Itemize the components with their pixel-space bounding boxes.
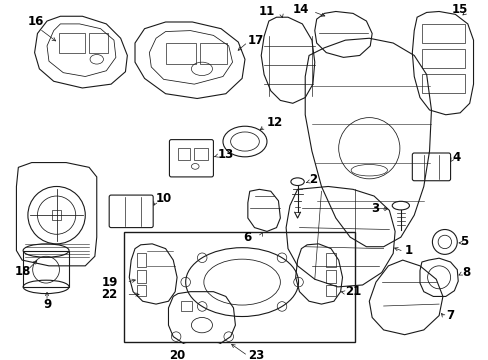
Bar	[421, 74, 464, 93]
Text: 11: 11	[258, 5, 275, 18]
Bar	[165, 43, 196, 64]
Bar	[325, 285, 335, 296]
Bar	[89, 33, 108, 53]
Text: 16: 16	[28, 14, 44, 27]
Text: 8: 8	[461, 266, 469, 279]
Bar	[137, 270, 146, 283]
Bar	[421, 49, 464, 68]
Text: 19: 19	[101, 276, 118, 289]
Bar	[325, 253, 335, 267]
Text: 21: 21	[345, 285, 361, 298]
Bar	[325, 270, 335, 283]
Text: 22: 22	[102, 288, 118, 301]
Text: 12: 12	[266, 116, 283, 129]
Text: 1: 1	[404, 244, 412, 257]
Bar	[52, 210, 61, 220]
Bar	[194, 148, 207, 160]
Text: 18: 18	[15, 265, 31, 278]
Text: 17: 17	[247, 34, 264, 47]
Bar	[59, 33, 85, 53]
Text: 9: 9	[43, 298, 51, 311]
Bar	[137, 253, 146, 267]
Text: 6: 6	[243, 231, 251, 244]
Text: 15: 15	[450, 3, 467, 16]
Bar	[181, 301, 192, 311]
Text: 3: 3	[370, 202, 378, 215]
Bar	[23, 251, 69, 287]
Text: 5: 5	[459, 235, 468, 248]
Text: 4: 4	[451, 151, 460, 164]
Text: 10: 10	[156, 192, 172, 206]
Text: 2: 2	[308, 173, 317, 186]
Bar	[200, 43, 226, 64]
Bar	[178, 148, 189, 160]
Text: 14: 14	[292, 3, 308, 16]
Bar	[123, 232, 354, 342]
Bar	[137, 285, 146, 296]
Text: 13: 13	[217, 148, 233, 161]
Text: 7: 7	[445, 309, 453, 322]
Bar	[421, 24, 464, 43]
Text: 20: 20	[169, 349, 185, 360]
Text: 23: 23	[247, 349, 264, 360]
